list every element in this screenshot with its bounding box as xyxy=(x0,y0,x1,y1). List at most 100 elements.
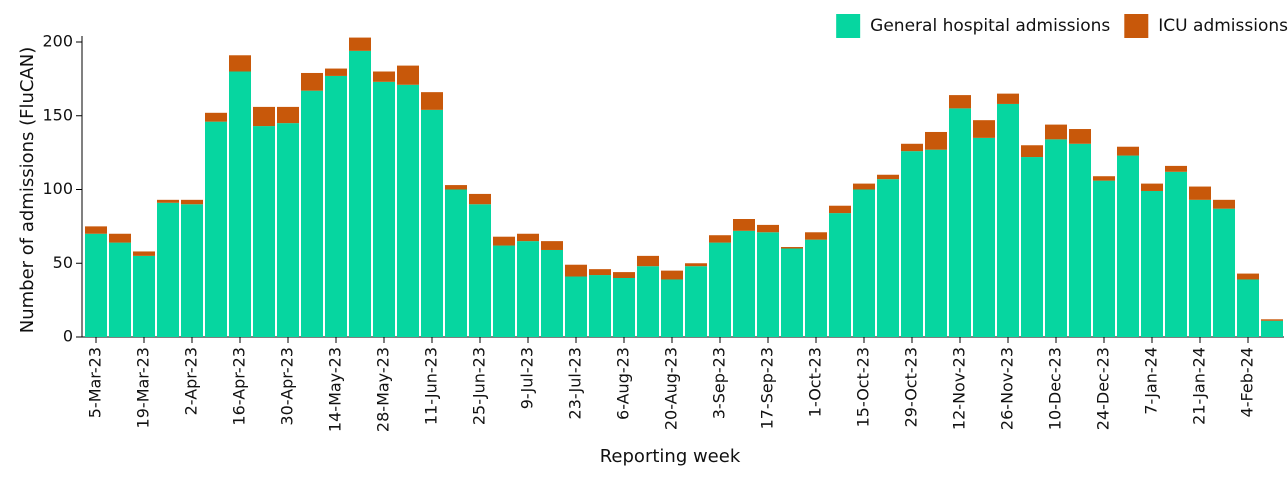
x-tick-label: 19-Mar-23 xyxy=(134,347,153,428)
bar xyxy=(1165,171,1187,337)
bar xyxy=(205,112,227,122)
bar xyxy=(1189,199,1211,337)
bar xyxy=(565,276,587,337)
legend-swatch xyxy=(1124,14,1149,38)
y-tick-label: 200 xyxy=(42,32,73,51)
bar xyxy=(925,149,947,337)
bar xyxy=(949,95,971,109)
bar xyxy=(685,263,707,267)
bar xyxy=(757,232,779,337)
bar xyxy=(1093,180,1115,337)
bar xyxy=(157,199,179,203)
bar xyxy=(157,202,179,337)
bar xyxy=(1117,146,1139,156)
bar xyxy=(853,183,875,190)
bar xyxy=(1141,190,1163,337)
bar xyxy=(109,242,131,337)
bar xyxy=(421,109,443,337)
bar xyxy=(541,249,563,337)
bar xyxy=(1021,145,1043,158)
bar xyxy=(181,204,203,337)
bar xyxy=(253,126,275,337)
bar xyxy=(1165,165,1187,172)
bar xyxy=(301,90,323,337)
bar xyxy=(1117,155,1139,337)
bar xyxy=(1093,176,1115,181)
bar xyxy=(1141,183,1163,191)
y-tick-label: 0 xyxy=(63,327,73,346)
bar xyxy=(661,279,683,337)
x-axis-label: Reporting week xyxy=(600,446,741,467)
x-tick-label: 1-Oct-23 xyxy=(806,347,825,417)
bar xyxy=(517,241,539,337)
bar xyxy=(805,232,827,240)
bar xyxy=(589,269,611,276)
bar xyxy=(733,230,755,337)
legend-label: General hospital admissions xyxy=(870,16,1110,36)
bar xyxy=(277,106,299,124)
bar xyxy=(853,189,875,337)
x-tick-label: 20-Aug-23 xyxy=(662,347,681,430)
x-tick-label: 11-Jun-23 xyxy=(422,347,441,425)
x-tick-label: 30-Apr-23 xyxy=(278,347,297,426)
bar xyxy=(301,72,323,91)
bar xyxy=(613,272,635,278)
y-tick-label: 150 xyxy=(42,105,73,124)
x-tick-label: 12-Nov-23 xyxy=(950,347,969,430)
bar xyxy=(493,236,515,246)
x-tick-label: 10-Dec-23 xyxy=(1046,347,1065,430)
bar xyxy=(205,121,227,338)
bar xyxy=(1069,143,1091,337)
x-tick-label: 29-Oct-23 xyxy=(902,347,921,427)
bar xyxy=(469,193,491,205)
bar xyxy=(229,55,251,72)
bar xyxy=(541,241,563,250)
bar xyxy=(901,151,923,337)
bar xyxy=(709,242,731,337)
bar xyxy=(829,205,851,214)
bar xyxy=(109,233,131,243)
x-tick-label: 17-Sep-23 xyxy=(758,347,777,429)
y-tick-label: 50 xyxy=(53,253,73,272)
bar xyxy=(661,270,683,280)
x-tick-label: 14-May-23 xyxy=(326,347,345,432)
bar xyxy=(1021,157,1043,337)
bar xyxy=(973,137,995,337)
bar xyxy=(1213,199,1235,209)
bar xyxy=(1213,208,1235,337)
x-tick-label: 21-Jan-24 xyxy=(1190,347,1209,425)
bar xyxy=(1045,124,1067,140)
x-tick-label: 16-Apr-23 xyxy=(230,347,249,426)
bar xyxy=(1189,186,1211,200)
bar xyxy=(445,185,467,190)
bar xyxy=(781,247,803,249)
bar xyxy=(901,143,923,152)
bar xyxy=(421,92,443,110)
bar xyxy=(949,108,971,337)
x-tick-label: 9-Jul-23 xyxy=(518,347,537,409)
x-tick-label: 23-Jul-23 xyxy=(566,347,585,419)
x-tick-label: 15-Oct-23 xyxy=(854,347,873,427)
bar xyxy=(589,275,611,337)
x-tick-label: 25-Jun-23 xyxy=(470,347,489,425)
bar xyxy=(493,245,515,337)
bar xyxy=(565,264,587,277)
bar xyxy=(925,131,947,150)
x-tick-label: 7-Jan-24 xyxy=(1142,347,1161,415)
bar xyxy=(973,120,995,138)
bar xyxy=(877,179,899,337)
bar xyxy=(757,224,779,233)
bar xyxy=(613,278,635,337)
bar xyxy=(253,106,275,127)
bar xyxy=(349,50,371,337)
y-axis-label: Number of admissions (FluCAN) xyxy=(17,47,38,334)
bar xyxy=(325,75,347,338)
bar xyxy=(181,199,203,205)
bar xyxy=(997,93,1019,104)
bar xyxy=(1069,129,1091,144)
bar xyxy=(709,235,731,243)
bar xyxy=(229,71,251,337)
bar xyxy=(1237,273,1259,280)
bar xyxy=(1261,320,1283,337)
